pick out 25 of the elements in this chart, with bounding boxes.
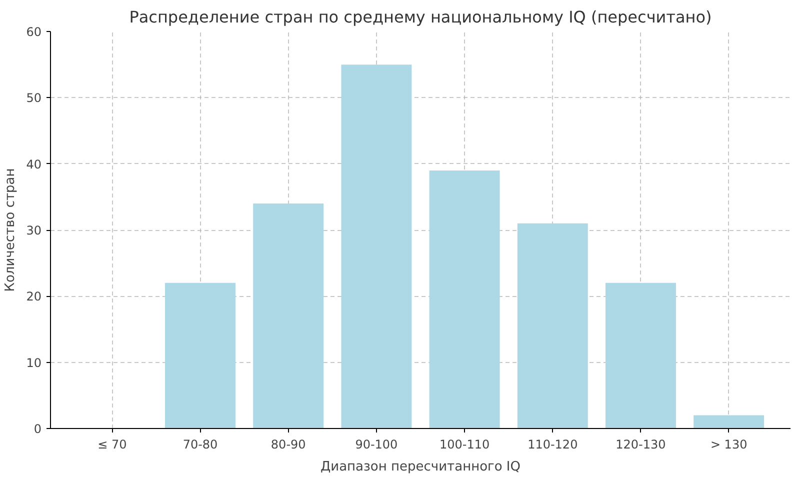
bar <box>341 64 412 428</box>
bar <box>517 223 588 428</box>
y-tick-label: 20 <box>26 290 42 304</box>
x-tick-label: 90-100 <box>355 438 398 452</box>
y-tick-label: 40 <box>26 157 42 172</box>
bar <box>606 282 676 428</box>
y-tick-label: 50 <box>26 91 42 106</box>
x-tick-label: > 130 <box>710 438 748 452</box>
bar <box>165 282 236 428</box>
x-tick-label: ≤ 70 <box>98 438 127 452</box>
y-tick-label: 30 <box>26 224 42 238</box>
x-tick-label: 70-80 <box>182 438 218 452</box>
y-axis-title: Количество стран <box>3 168 18 292</box>
x-tick-label: 100-110 <box>439 438 490 452</box>
x-tick-label: 80-90 <box>270 438 306 452</box>
x-tick-label: 120-130 <box>616 438 666 452</box>
bar <box>253 204 324 428</box>
y-tick-label: 60 <box>26 25 42 39</box>
y-tick-label: 10 <box>26 356 42 370</box>
chart-title: Распределение стран по среднему национальному IQ (пересчитано) <box>129 8 712 26</box>
x-tick-label: 110-120 <box>528 438 578 452</box>
x-axis-title: Диапазон пересчитанного IQ <box>320 460 521 474</box>
y-tick-label: 0 <box>34 422 42 436</box>
bar <box>429 170 500 428</box>
bar <box>694 415 764 428</box>
